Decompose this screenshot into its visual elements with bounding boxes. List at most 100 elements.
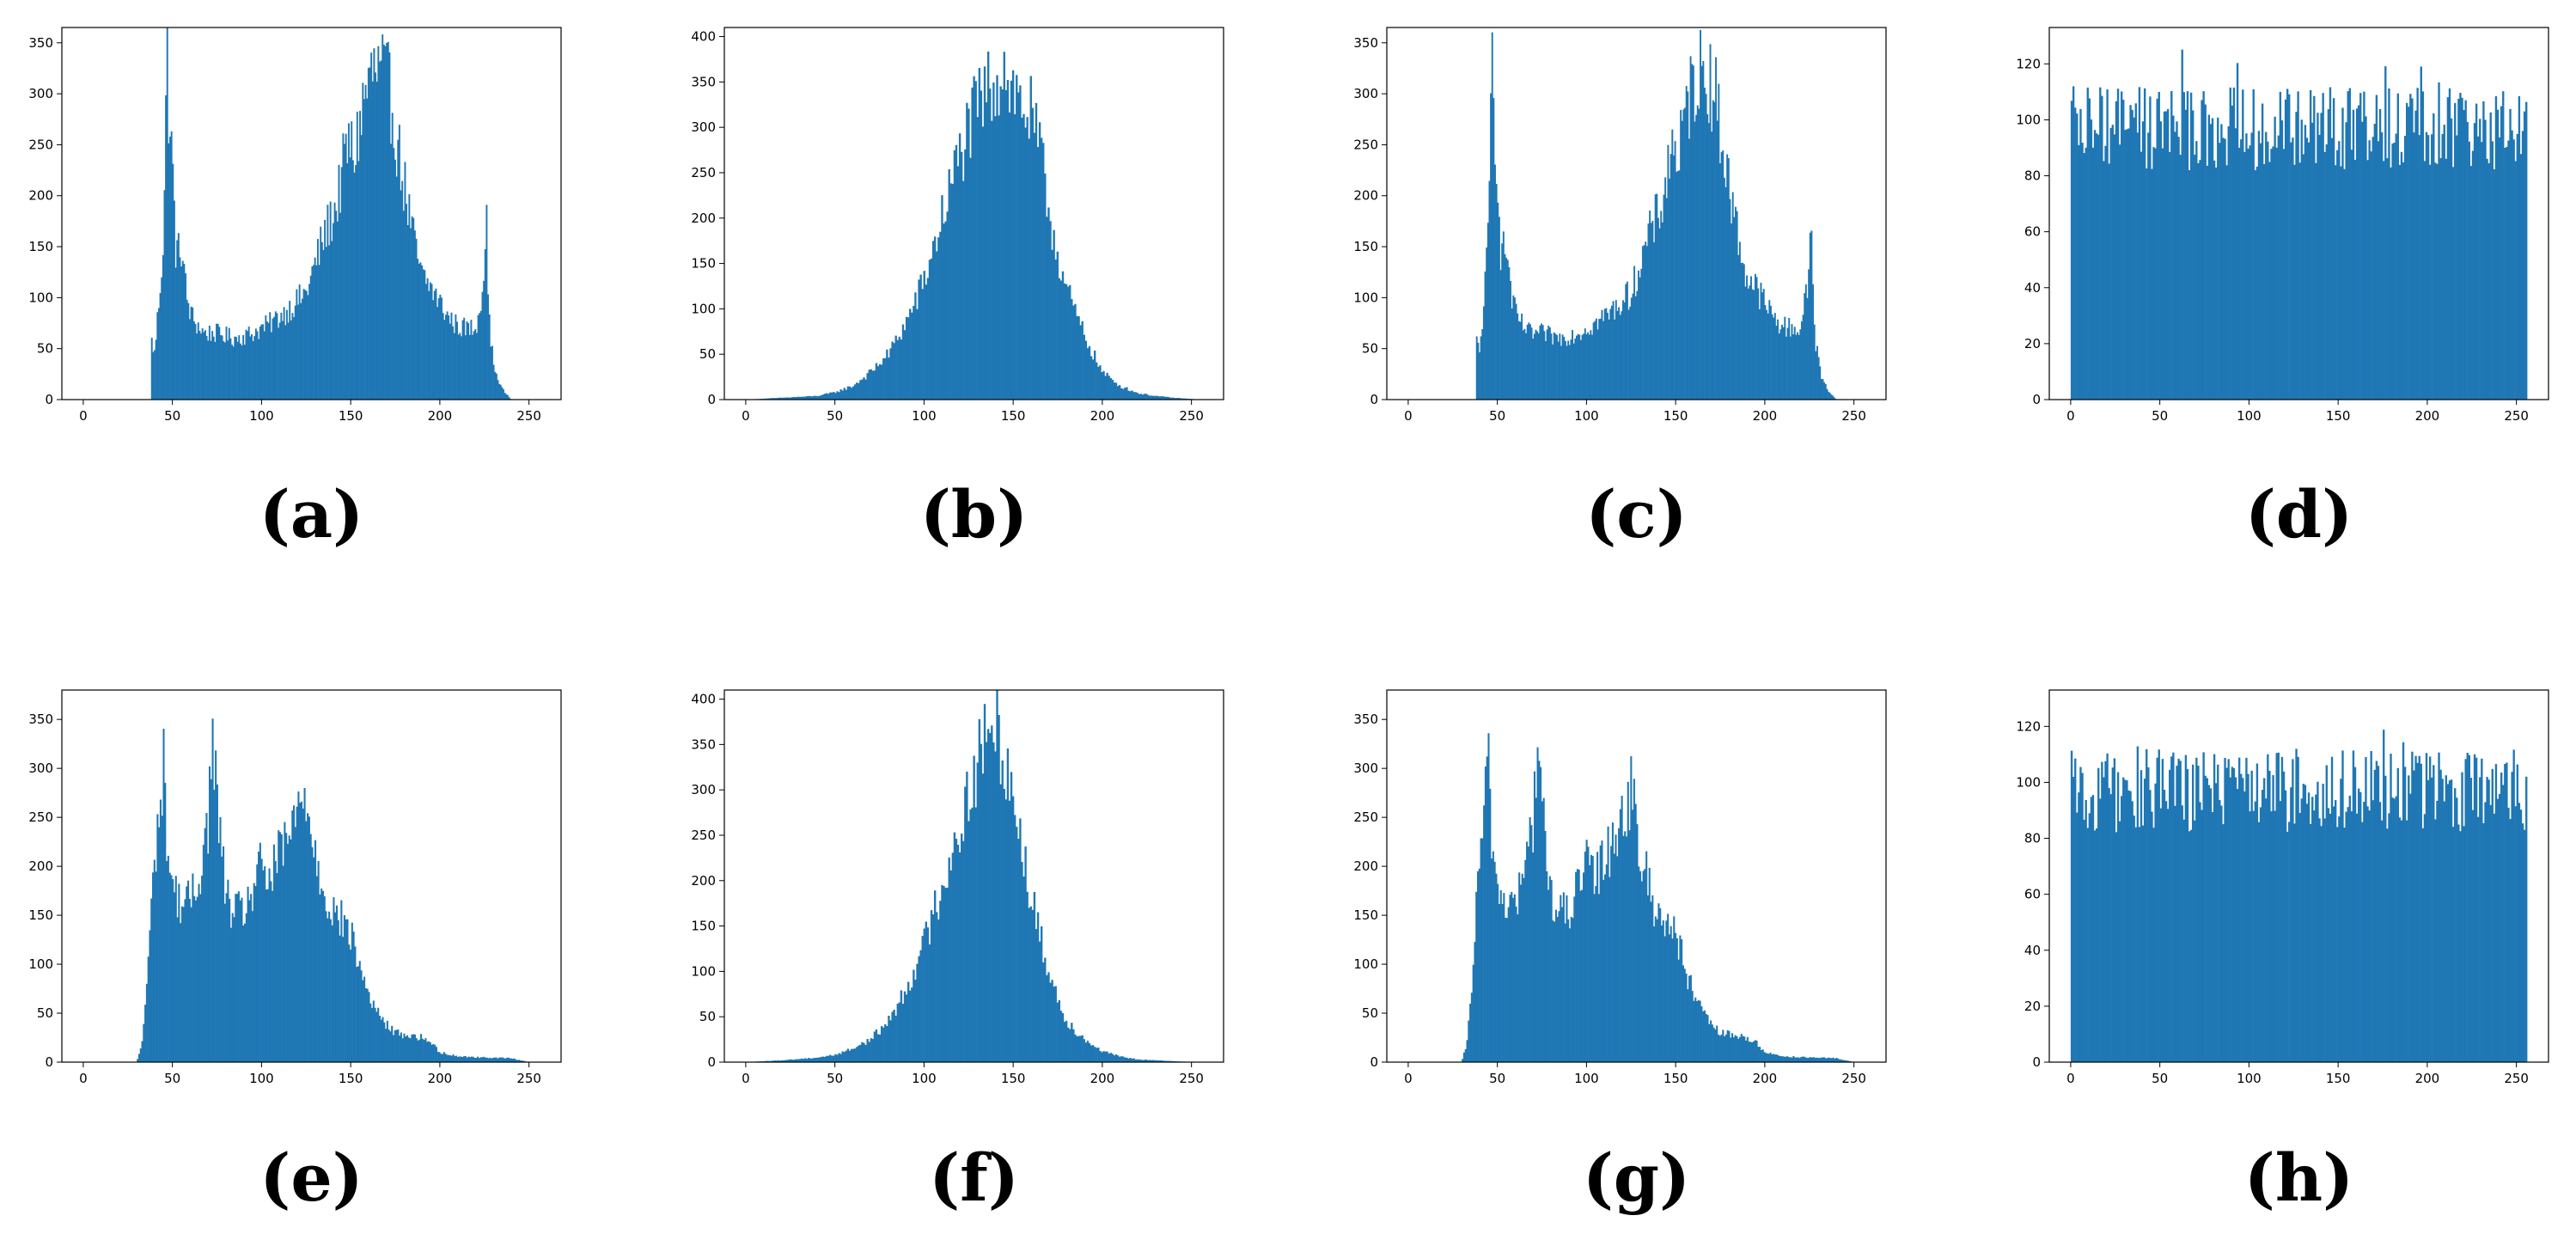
histogram-bar bbox=[2441, 133, 2444, 400]
histogram-bar bbox=[487, 1058, 490, 1062]
histogram-bar bbox=[1495, 873, 1498, 1062]
x-tick-label: 200 bbox=[2415, 1071, 2440, 1086]
histogram-bar bbox=[2242, 778, 2244, 1062]
histogram-bar bbox=[1069, 1029, 1071, 1062]
histogram-bar bbox=[2290, 142, 2292, 400]
histogram-bar bbox=[876, 1034, 880, 1062]
histogram-bar bbox=[2261, 103, 2264, 400]
histogram-bar bbox=[2323, 818, 2326, 1062]
histogram-bar bbox=[432, 1044, 435, 1062]
histogram-bar bbox=[2494, 95, 2498, 400]
histogram-bar bbox=[1131, 390, 1133, 400]
histogram-bar bbox=[1507, 907, 1510, 1062]
histogram-bar bbox=[1630, 297, 1633, 400]
histogram-bar bbox=[1797, 332, 1798, 400]
histogram-bar bbox=[2383, 730, 2385, 1062]
histogram-bar bbox=[216, 784, 218, 1062]
histogram-bar bbox=[1590, 854, 1593, 1062]
histogram-bar bbox=[2247, 773, 2249, 1062]
histogram-bar bbox=[811, 1058, 814, 1062]
histogram-bar bbox=[208, 325, 211, 400]
histogram-bar bbox=[2108, 163, 2110, 400]
histogram-bar bbox=[2345, 811, 2347, 1062]
histogram-bar bbox=[403, 1033, 406, 1062]
histogram-bar bbox=[1656, 919, 1658, 1062]
histogram-bar bbox=[998, 115, 1000, 400]
histogram-bar bbox=[1810, 1057, 1813, 1062]
histogram-bar bbox=[1789, 1057, 1792, 1062]
histogram-bar bbox=[159, 293, 162, 400]
histogram-bar bbox=[166, 27, 168, 400]
histogram-bar bbox=[2126, 780, 2128, 1062]
histogram-bar bbox=[444, 315, 447, 400]
histogram-bar bbox=[1808, 269, 1810, 400]
histogram-bar bbox=[1546, 329, 1548, 400]
histogram-bar bbox=[770, 1060, 773, 1062]
histogram-bar bbox=[866, 373, 869, 400]
histogram-bar bbox=[176, 240, 179, 400]
histogram-bar bbox=[2402, 162, 2405, 400]
histogram-bar bbox=[1061, 1013, 1065, 1062]
histogram-bar bbox=[266, 889, 269, 1062]
histogram-bar bbox=[2491, 768, 2494, 1062]
histogram-bar bbox=[1489, 788, 1492, 1062]
histogram-bar bbox=[2373, 124, 2377, 400]
histogram-bar bbox=[448, 1054, 450, 1062]
histogram-bar bbox=[878, 1034, 882, 1062]
histogram-bar bbox=[1533, 333, 1535, 400]
histogram-bar bbox=[1508, 267, 1511, 400]
histogram-bar bbox=[1633, 266, 1636, 400]
y-tick-label: 200 bbox=[691, 211, 716, 226]
histogram-bar bbox=[342, 937, 345, 1062]
histogram-bar bbox=[1503, 893, 1505, 1062]
histogram-bar bbox=[1726, 1029, 1729, 1062]
histogram-bar bbox=[270, 881, 272, 1062]
histogram-bar bbox=[1081, 1035, 1084, 1062]
histogram-bar bbox=[949, 183, 952, 400]
histogram-bar bbox=[258, 339, 260, 400]
histogram-bar bbox=[305, 821, 308, 1062]
x-tick-label: 200 bbox=[2415, 408, 2440, 424]
histogram-bar bbox=[1773, 1054, 1775, 1062]
histogram-bar bbox=[1067, 1027, 1070, 1062]
histogram-bar bbox=[1829, 1058, 1832, 1062]
histogram-bar bbox=[187, 880, 190, 1062]
histogram-bar bbox=[1745, 1040, 1748, 1062]
histogram-bar bbox=[818, 395, 821, 400]
histogram-bar bbox=[1059, 1011, 1063, 1062]
histogram-bar bbox=[197, 322, 199, 400]
histogram-bar bbox=[1157, 1060, 1160, 1062]
x-tick-label: 0 bbox=[79, 408, 88, 424]
x-tick-label: 50 bbox=[164, 408, 180, 424]
histogram-bar bbox=[804, 1058, 807, 1062]
histogram-bar bbox=[435, 288, 437, 400]
histogram-bar bbox=[351, 922, 353, 1062]
histogram-bar bbox=[1031, 909, 1035, 1062]
histogram-bar bbox=[2338, 141, 2341, 400]
histogram-bar bbox=[2252, 89, 2255, 400]
x-tick-label: 100 bbox=[2237, 1071, 2262, 1086]
x-tick-label: 150 bbox=[2326, 1071, 2351, 1086]
histogram-bar bbox=[1752, 1041, 1755, 1062]
histogram-bar bbox=[2446, 97, 2450, 400]
y-tick-label: 300 bbox=[691, 119, 716, 135]
histogram-bar bbox=[2182, 819, 2185, 1062]
y-tick-label: 40 bbox=[2024, 280, 2041, 296]
histogram-bar bbox=[2217, 764, 2219, 1062]
histogram-bar bbox=[2093, 830, 2097, 1062]
histogram-bar bbox=[262, 870, 265, 1062]
histogram-bar bbox=[2473, 123, 2476, 400]
histogram-bar bbox=[1812, 1057, 1815, 1062]
histogram-bar bbox=[210, 779, 212, 1062]
histogram-bar bbox=[925, 284, 928, 400]
histogram-bar bbox=[930, 258, 933, 400]
histogram-bar bbox=[179, 257, 181, 400]
histogram-bar bbox=[829, 392, 832, 400]
histogram-bar bbox=[1613, 853, 1615, 1062]
histogram-bar bbox=[251, 333, 253, 400]
histogram-bar bbox=[2129, 791, 2132, 1062]
histogram-bar bbox=[1044, 173, 1047, 400]
histogram-bar bbox=[823, 1056, 827, 1062]
histogram-bar bbox=[2295, 748, 2298, 1062]
histogram-bar bbox=[1654, 194, 1657, 400]
